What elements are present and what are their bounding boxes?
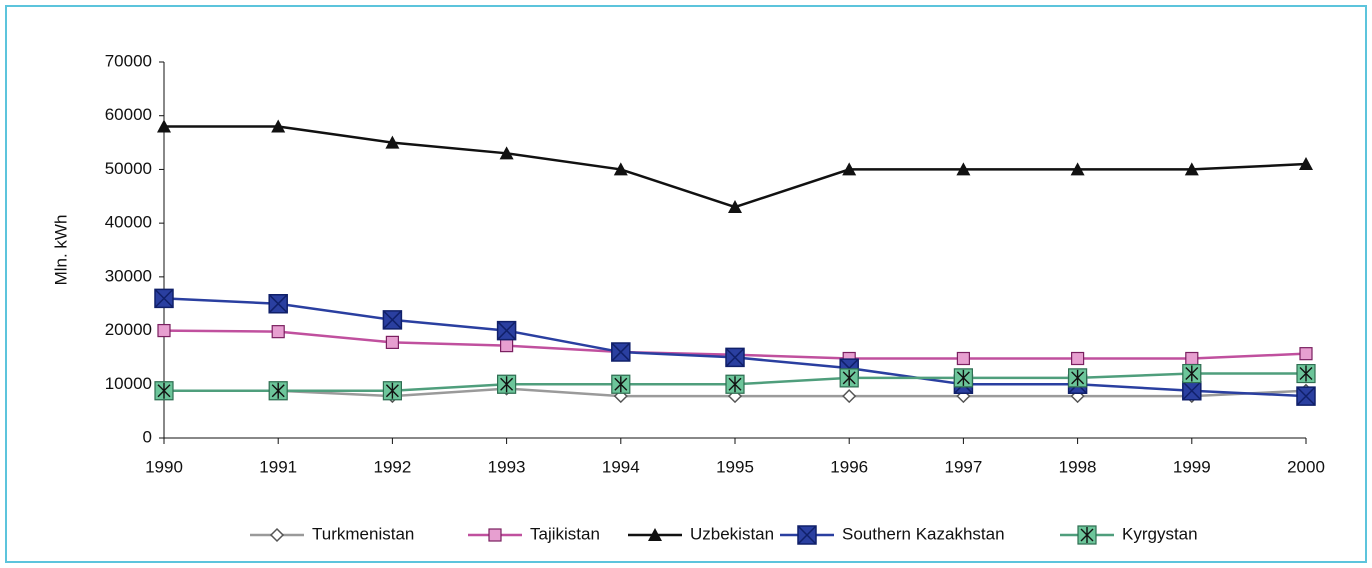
marker — [956, 351, 971, 366]
marker-star — [385, 382, 399, 399]
y-tick-label: 10000 — [105, 374, 152, 393]
marker — [385, 335, 399, 349]
marker — [956, 162, 971, 176]
marker — [268, 293, 288, 314]
y-tick-label: 70000 — [105, 51, 152, 70]
marker-star — [157, 382, 171, 399]
marker — [1185, 351, 1199, 366]
marker-star — [728, 376, 742, 393]
marker-star — [1185, 365, 1199, 382]
marker-star — [1071, 369, 1085, 386]
y-tick-label: 50000 — [105, 159, 152, 178]
x-tick-label: 1992 — [373, 457, 411, 476]
y-tick-label: 20000 — [105, 320, 152, 339]
marker — [154, 288, 174, 309]
marker — [496, 320, 517, 341]
marker — [1296, 386, 1316, 406]
x-tick-label: 1991 — [259, 457, 297, 476]
marker — [1182, 380, 1202, 401]
y-tick-label: 60000 — [105, 105, 152, 124]
marker-star — [956, 369, 970, 386]
marker — [611, 342, 631, 362]
y-axis-label: Mln. kWh — [51, 215, 70, 286]
marker — [842, 162, 857, 176]
marker — [499, 146, 514, 160]
marker — [382, 310, 403, 330]
y-tick-label: 30000 — [105, 266, 152, 285]
frame — [5, 5, 1367, 563]
marker — [385, 135, 400, 149]
marker — [269, 527, 285, 543]
marker-star — [1080, 527, 1094, 543]
marker — [842, 389, 857, 404]
marker — [613, 162, 628, 176]
x-tick-label: 1997 — [944, 457, 982, 476]
marker — [648, 528, 662, 541]
legend-label: Uzbekistan — [690, 524, 774, 543]
marker — [1070, 351, 1085, 366]
legend-label: Kyrgystan — [1122, 524, 1198, 543]
x-tick-label: 1995 — [716, 457, 754, 476]
marker — [500, 339, 514, 353]
marker — [157, 119, 171, 133]
x-tick-label: 1990 — [145, 457, 183, 476]
marker — [1070, 162, 1085, 176]
x-tick-label: 1998 — [1059, 457, 1097, 476]
legend-label: Southern Kazakhstan — [842, 524, 1005, 543]
marker — [725, 347, 745, 368]
marker-star — [1299, 365, 1313, 382]
marker — [1299, 157, 1313, 171]
x-tick-label: 2000 — [1287, 457, 1325, 476]
legend-label: Tajikistan — [530, 524, 600, 543]
x-tick-label: 1999 — [1173, 457, 1211, 476]
x-tick-label: 1996 — [830, 457, 868, 476]
marker-star — [500, 376, 514, 393]
marker-star — [614, 376, 628, 393]
y-tick-label: 40000 — [105, 213, 152, 232]
marker — [1299, 347, 1313, 361]
marker — [488, 528, 502, 542]
marker-star — [842, 369, 856, 386]
marker — [271, 325, 285, 339]
y-tick-label: 0 — [143, 427, 152, 446]
marker — [271, 119, 286, 133]
marker — [1184, 162, 1199, 176]
marker — [157, 323, 171, 338]
marker — [797, 525, 817, 545]
marker-star — [271, 382, 285, 399]
marker — [728, 200, 742, 214]
legend-label: Turkmenistan — [312, 524, 414, 543]
x-tick-label: 1994 — [602, 457, 640, 476]
x-tick-label: 1993 — [488, 457, 526, 476]
